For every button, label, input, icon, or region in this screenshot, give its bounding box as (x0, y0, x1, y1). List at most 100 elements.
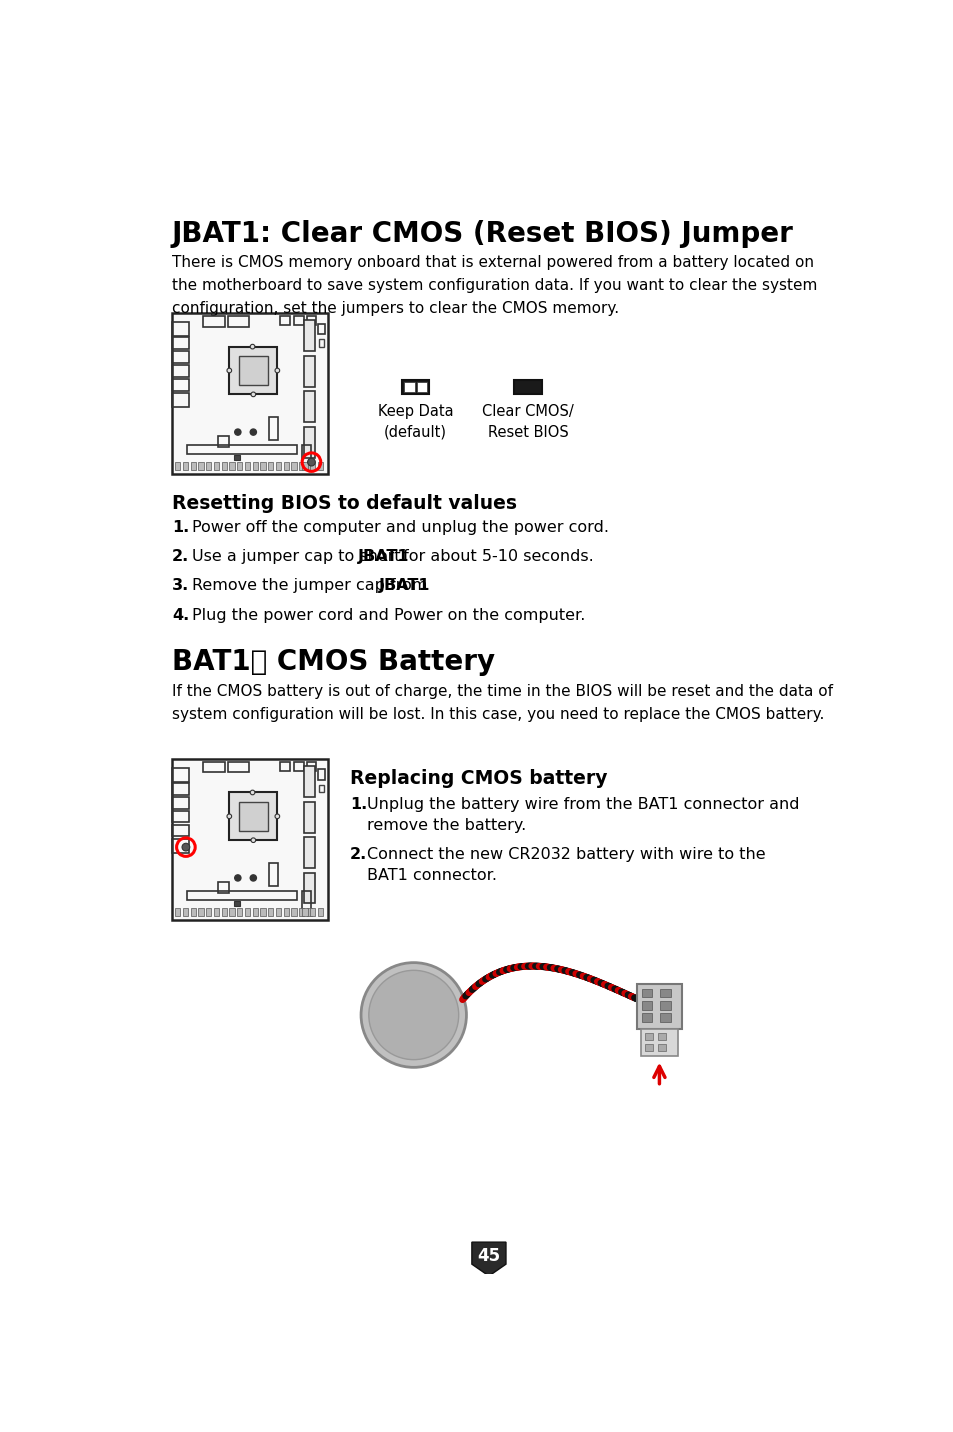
Polygon shape (260, 908, 266, 915)
Polygon shape (637, 984, 681, 1028)
Text: 2.: 2. (172, 548, 189, 564)
Polygon shape (283, 463, 289, 470)
Polygon shape (303, 391, 314, 422)
Polygon shape (303, 766, 314, 798)
Text: 3.: 3. (172, 579, 189, 593)
Circle shape (250, 875, 256, 881)
Polygon shape (172, 312, 328, 474)
Polygon shape (236, 908, 242, 915)
Text: JBAT1: JBAT1 (357, 548, 409, 564)
Polygon shape (640, 1028, 678, 1055)
Polygon shape (229, 908, 234, 915)
Text: Remove the jumper cap from: Remove the jumper cap from (192, 579, 432, 593)
Polygon shape (303, 427, 314, 457)
Text: Power off the computer and unplug the power cord.: Power off the computer and unplug the po… (192, 520, 608, 536)
Polygon shape (659, 1001, 670, 1010)
Polygon shape (283, 908, 289, 915)
Polygon shape (303, 321, 314, 351)
Polygon shape (310, 463, 315, 470)
Circle shape (250, 430, 256, 435)
Text: Resetting BIOS to default values: Resetting BIOS to default values (172, 494, 517, 513)
Polygon shape (317, 908, 323, 915)
Text: BAT1： CMOS Battery: BAT1： CMOS Battery (172, 647, 495, 676)
Polygon shape (260, 463, 266, 470)
Polygon shape (302, 908, 307, 915)
Polygon shape (221, 908, 227, 915)
Polygon shape (233, 455, 240, 460)
Polygon shape (174, 463, 180, 470)
Polygon shape (645, 1034, 653, 1041)
Polygon shape (198, 463, 204, 470)
Text: JBAT1: Clear CMOS (Reset BIOS) Jumper: JBAT1: Clear CMOS (Reset BIOS) Jumper (172, 219, 793, 248)
Polygon shape (229, 347, 277, 394)
Text: Keep Data
(default): Keep Data (default) (377, 404, 453, 440)
Polygon shape (206, 908, 212, 915)
Circle shape (251, 838, 255, 842)
Polygon shape (238, 357, 268, 385)
Polygon shape (245, 908, 250, 915)
Polygon shape (198, 908, 204, 915)
Polygon shape (172, 759, 328, 921)
Text: Use a jumper cap to short: Use a jumper cap to short (192, 548, 405, 564)
Polygon shape (310, 908, 315, 915)
Circle shape (369, 971, 458, 1060)
Polygon shape (229, 463, 234, 470)
Polygon shape (658, 1044, 665, 1051)
Circle shape (251, 392, 255, 397)
Polygon shape (191, 463, 195, 470)
Circle shape (360, 962, 466, 1067)
Polygon shape (402, 379, 429, 394)
Polygon shape (183, 463, 188, 470)
Polygon shape (268, 463, 274, 470)
Text: Clear CMOS/
Reset BIOS: Clear CMOS/ Reset BIOS (481, 404, 574, 440)
Text: Plug the power cord and Power on the computer.: Plug the power cord and Power on the com… (192, 607, 585, 623)
Polygon shape (275, 463, 281, 470)
Polygon shape (268, 908, 274, 915)
Polygon shape (253, 463, 257, 470)
Polygon shape (298, 908, 304, 915)
Polygon shape (238, 802, 268, 831)
Polygon shape (221, 463, 227, 470)
Circle shape (182, 843, 190, 851)
Polygon shape (659, 1014, 670, 1022)
Text: Connect the new CR2032 battery with wire to the
BAT1 connector.: Connect the new CR2032 battery with wire… (367, 848, 765, 884)
Polygon shape (236, 463, 242, 470)
Polygon shape (472, 1242, 505, 1276)
Polygon shape (233, 901, 240, 905)
Polygon shape (307, 463, 312, 470)
Polygon shape (253, 908, 257, 915)
Polygon shape (641, 1014, 652, 1022)
Polygon shape (303, 872, 314, 904)
Polygon shape (659, 990, 670, 997)
Text: 1.: 1. (172, 520, 189, 536)
Polygon shape (658, 1034, 665, 1041)
Polygon shape (303, 838, 314, 868)
Text: .: . (418, 579, 423, 593)
Text: 2.: 2. (350, 848, 367, 862)
Polygon shape (641, 990, 652, 997)
Polygon shape (514, 379, 541, 394)
Text: If the CMOS battery is out of charge, the time in the BIOS will be reset and the: If the CMOS battery is out of charge, th… (172, 684, 832, 722)
Polygon shape (291, 463, 296, 470)
Circle shape (307, 458, 315, 465)
Text: JBAT1: JBAT1 (378, 579, 430, 593)
Polygon shape (206, 463, 212, 470)
Circle shape (274, 813, 279, 819)
Circle shape (250, 344, 254, 349)
Polygon shape (229, 792, 277, 841)
Polygon shape (245, 463, 250, 470)
Polygon shape (416, 382, 427, 392)
Polygon shape (307, 908, 312, 915)
Circle shape (274, 368, 279, 372)
Polygon shape (317, 463, 323, 470)
Text: Replacing CMOS battery: Replacing CMOS battery (350, 769, 607, 788)
Text: 45: 45 (476, 1247, 500, 1266)
Polygon shape (645, 1044, 653, 1051)
Polygon shape (213, 908, 219, 915)
Polygon shape (291, 908, 296, 915)
Text: for about 5-10 seconds.: for about 5-10 seconds. (397, 548, 593, 564)
Text: 1.: 1. (350, 798, 367, 812)
Polygon shape (275, 908, 281, 915)
Polygon shape (302, 463, 307, 470)
Text: 4.: 4. (172, 607, 189, 623)
